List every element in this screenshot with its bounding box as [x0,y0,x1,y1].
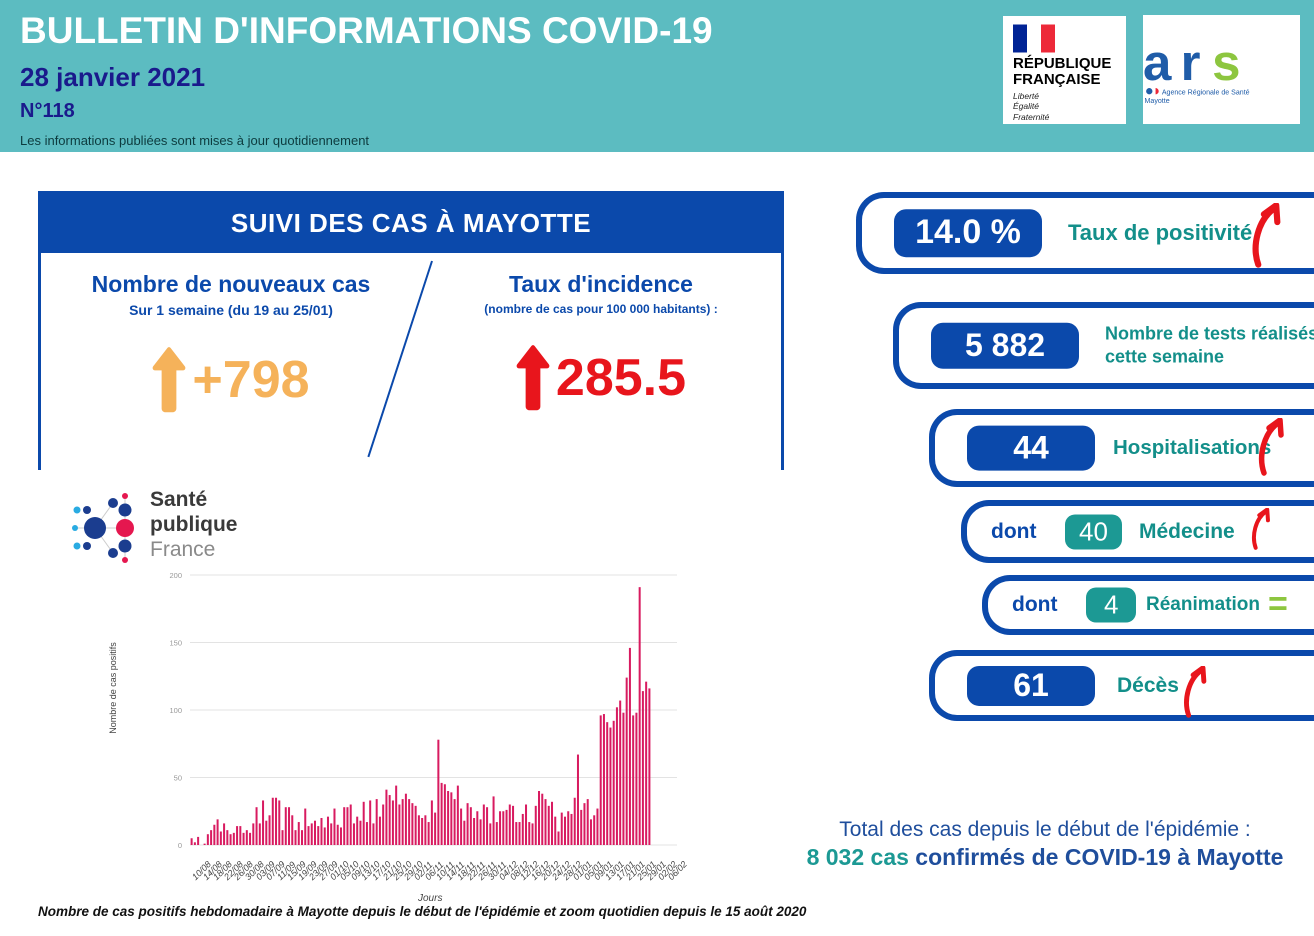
svg-text:0: 0 [178,841,182,850]
svg-text:200: 200 [169,571,182,580]
svg-text:r: r [1181,34,1201,91]
svg-text:Mayotte: Mayotte [1145,97,1170,104]
svg-text:s: s [1212,34,1240,91]
svg-text:a: a [1143,34,1172,91]
svg-text:Agence Régionale de Santé: Agence Régionale de Santé [1162,89,1250,96]
svg-text:100: 100 [169,706,182,715]
svg-text:150: 150 [169,639,182,648]
svg-text:50: 50 [174,774,182,783]
